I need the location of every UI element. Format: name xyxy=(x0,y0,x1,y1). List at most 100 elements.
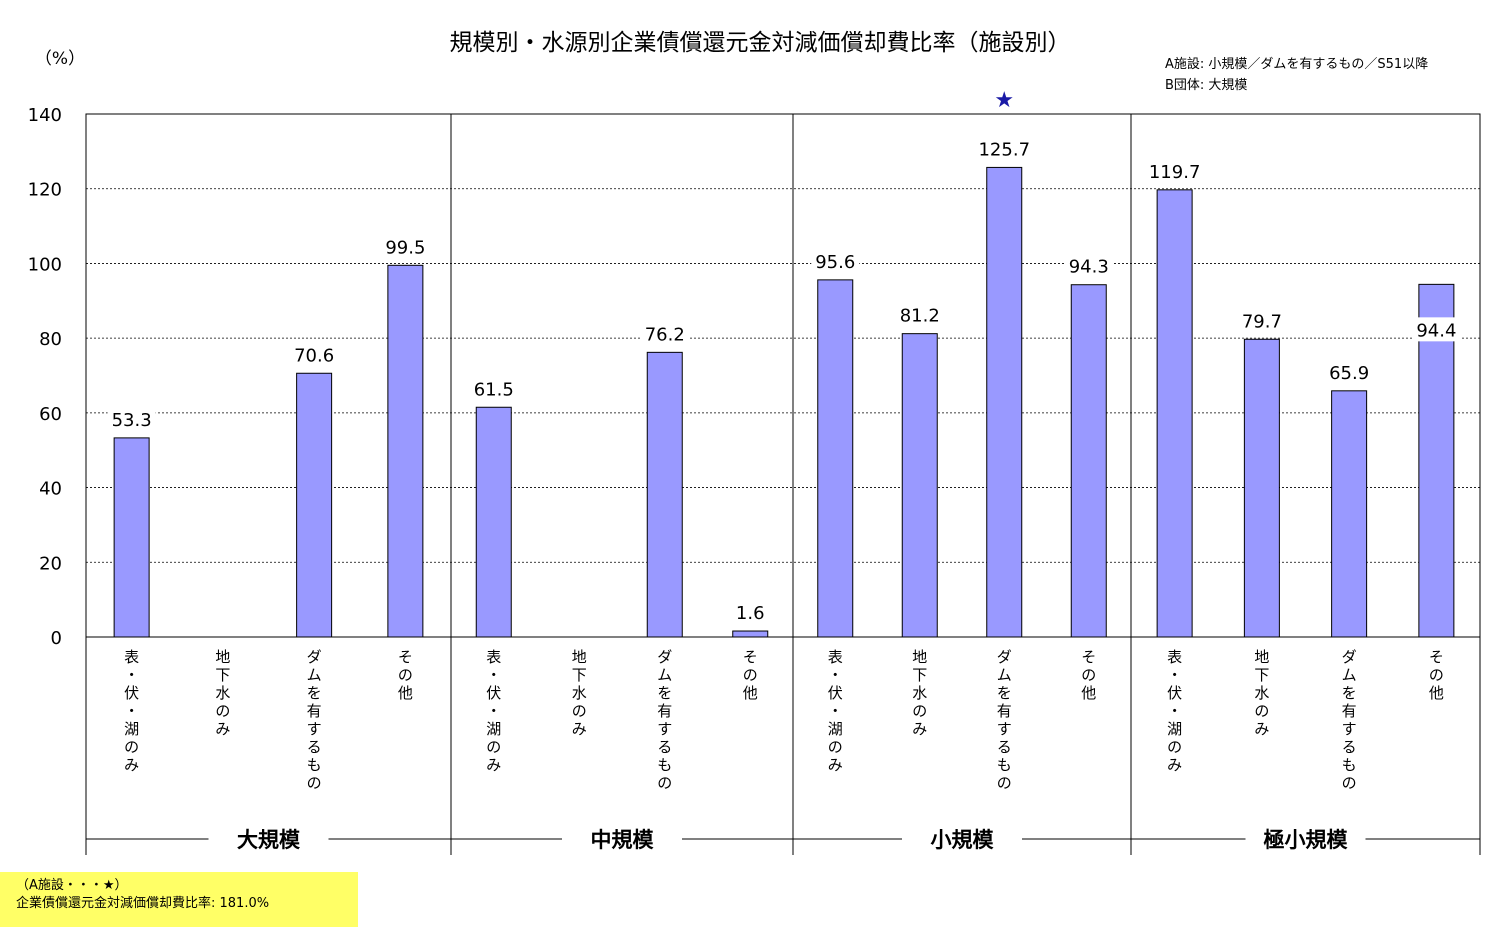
x-tick-label-char: 地 xyxy=(215,648,230,666)
x-tick-label-char: み xyxy=(215,720,230,738)
data-label-bg xyxy=(1325,359,1374,384)
data-label: 94.3 xyxy=(1069,257,1109,278)
bar xyxy=(1418,283,1455,638)
y-tick-label: 140 xyxy=(28,105,62,126)
bar xyxy=(296,372,333,638)
group-label-bg xyxy=(1245,826,1366,852)
x-tick-label-char: も xyxy=(307,756,322,774)
x-tick-label-char: を xyxy=(307,684,322,702)
x-tick-label-char: も xyxy=(997,756,1012,774)
x-tick-label-char: み xyxy=(124,756,139,774)
x-tick-label-char: の xyxy=(1254,702,1269,720)
bar xyxy=(1156,189,1193,638)
x-tick-label-char: の xyxy=(398,666,413,684)
x-tick-label-char: を xyxy=(1342,684,1357,702)
data-label-bg xyxy=(811,248,860,273)
x-tick-label-char: 下 xyxy=(912,666,927,684)
x-tick-label-char: 伏 xyxy=(124,684,139,702)
group-label: 小規模 xyxy=(931,828,995,852)
x-tick-label-char: 水 xyxy=(912,684,927,702)
x-tick-label-char: そ xyxy=(743,648,758,666)
x-tick-label-char: ・ xyxy=(486,666,501,684)
data-label: 76.2 xyxy=(645,324,685,345)
bar xyxy=(986,166,1023,638)
x-tick-label-char: ・ xyxy=(828,702,843,720)
x-tick-label-char: 他 xyxy=(743,684,758,702)
x-tick-label-char: 伏 xyxy=(828,684,843,702)
x-tick-label-char: の xyxy=(1167,738,1182,756)
x-tick-label-char: 湖 xyxy=(124,720,139,738)
x-tick-label-char: ム xyxy=(997,666,1012,684)
x-tick-label-char: 他 xyxy=(1081,684,1096,702)
x-tick-label-char: の xyxy=(1342,774,1357,792)
bar xyxy=(475,406,512,638)
x-tick-label-char: の xyxy=(743,666,758,684)
x-tick-label-char: ダ xyxy=(657,648,672,666)
x-tick-label-char: 地 xyxy=(1254,648,1269,666)
x-tick-label-char: 他 xyxy=(1429,684,1444,702)
x-tick-label-char: 地 xyxy=(572,648,587,666)
x-tick-label-char: 有 xyxy=(657,702,672,720)
x-tick-label-char: ダ xyxy=(997,648,1012,666)
bar xyxy=(817,279,854,638)
x-tick-label-char: 下 xyxy=(1254,666,1269,684)
note-line-2: 企業債償還元金対減価償却費比率: 181.0% xyxy=(16,896,270,911)
x-tick-label-char: る xyxy=(1342,738,1357,756)
x-tick-label-char: ・ xyxy=(486,702,501,720)
y-tick-label: 20 xyxy=(39,553,62,574)
x-tick-label-char: す xyxy=(307,720,322,738)
x-tick-label-char: ・ xyxy=(828,666,843,684)
data-label: 94.4 xyxy=(1416,320,1456,341)
plot-area: 020406080100120140大規模53.3表・伏・湖のみ表・伏・湖のみ地… xyxy=(28,88,1481,855)
x-tick-label-char: る xyxy=(997,738,1012,756)
x-tick-label-char: ・ xyxy=(1167,666,1182,684)
x-tick-label-char: ・ xyxy=(124,702,139,720)
x-tick-label-char: ム xyxy=(307,666,322,684)
x-tick-label-char: の xyxy=(657,774,672,792)
bar xyxy=(732,630,769,638)
x-tick-label-char: 湖 xyxy=(828,720,843,738)
x-tick-label-char: 伏 xyxy=(486,684,501,702)
bar xyxy=(901,333,938,638)
group-label: 極小規模 xyxy=(1264,828,1349,852)
x-tick-label-char: の xyxy=(124,738,139,756)
x-tick-label-char: の xyxy=(1429,666,1444,684)
x-tick-label-char: の xyxy=(997,774,1012,792)
group-label: 中規模 xyxy=(591,828,655,852)
x-tick-label-char: の xyxy=(215,702,230,720)
x-tick-label-char: 表 xyxy=(828,648,843,666)
x-tick-label-char: ダ xyxy=(307,648,322,666)
x-tick-label-char: を xyxy=(657,684,672,702)
data-label-bg xyxy=(640,321,689,346)
x-tick-label-char: ダ xyxy=(1342,648,1357,666)
y-tick-label: 0 xyxy=(51,628,62,649)
group-label-bg xyxy=(562,826,682,852)
legend-line-2: B団体: 大規模 xyxy=(1165,78,1247,93)
x-tick-label-char: 伏 xyxy=(1167,684,1182,702)
x-tick-label-char: の xyxy=(1081,666,1096,684)
data-label-bg xyxy=(381,234,430,259)
data-label-bg xyxy=(1150,158,1199,183)
x-tick-label-char: の xyxy=(828,738,843,756)
data-label-bg xyxy=(1064,253,1113,278)
data-label: 53.3 xyxy=(112,410,152,431)
data-label: 61.5 xyxy=(474,379,514,400)
y-tick-label: 60 xyxy=(39,404,62,425)
x-tick-label-char: 表 xyxy=(124,648,139,666)
bar xyxy=(1243,338,1280,638)
x-tick-label-char: る xyxy=(657,738,672,756)
x-tick-label-char: み xyxy=(572,720,587,738)
x-tick-label-char: の xyxy=(486,738,501,756)
star-marker: ★ xyxy=(994,88,1014,113)
x-tick-label-char: る xyxy=(307,738,322,756)
chart-title: 規模別・水源別企業債償還元金対減価償却費比率（施設別） xyxy=(450,30,1071,56)
x-tick-label-char: 地 xyxy=(912,648,927,666)
x-tick-label-char: ・ xyxy=(1167,702,1182,720)
data-label: 81.2 xyxy=(900,306,940,327)
x-tick-label-char: 水 xyxy=(215,684,230,702)
x-tick-label-char: を xyxy=(997,684,1012,702)
x-tick-label-char: 下 xyxy=(215,666,230,684)
note-line-1: （A施設・・・★） xyxy=(16,878,128,893)
data-label-bg xyxy=(1412,317,1461,342)
